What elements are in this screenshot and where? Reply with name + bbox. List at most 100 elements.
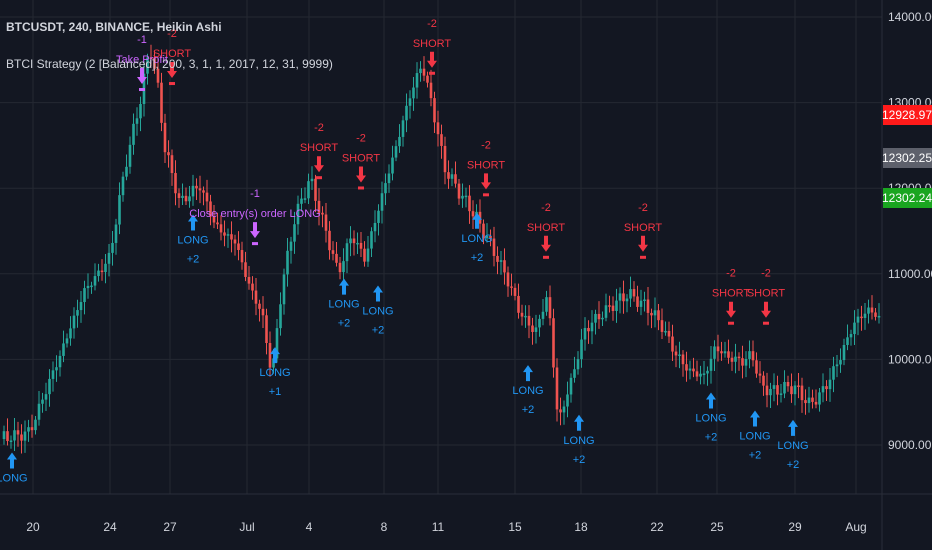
candle-body: [653, 310, 657, 316]
candle-body: [762, 375, 765, 386]
candle-body: [328, 230, 331, 251]
candle-body: [601, 317, 604, 320]
short-arrow-icon: [167, 62, 177, 79]
exit-marker: [358, 186, 364, 190]
candle-body: [41, 399, 44, 404]
x-tick-label: 8: [381, 520, 388, 534]
candle-body: [454, 174, 457, 184]
candle-body: [160, 82, 163, 123]
candle-body: [751, 351, 755, 361]
candle-body: [286, 250, 289, 275]
candle-body: [625, 298, 629, 302]
candle-body: [76, 310, 79, 316]
candle-body: [121, 176, 125, 196]
candle-body: [874, 312, 877, 317]
signal-label: SHORT: [624, 222, 663, 234]
candle-body: [716, 346, 720, 352]
candle-body: [702, 373, 706, 375]
candle-body: [650, 312, 653, 316]
candle-body: [300, 198, 303, 204]
candle-body: [97, 270, 100, 277]
x-tick-label: 11: [432, 520, 445, 534]
exit-marker: [139, 88, 145, 92]
price-axis[interactable]: 14000.0013000.0012000.0011000.0010000.00…: [888, 10, 932, 452]
candle-body: [681, 354, 685, 365]
candle-body: [860, 316, 863, 319]
strategy-title[interactable]: BTCI Strategy (2 [Balanced], 200, 3, 1, …: [6, 57, 333, 71]
trade-signals: LONG -1 Take Profit -2 SHORT LONG +2 -1 Close en…: [0, 18, 809, 485]
symbol-title[interactable]: BTCUSDT, 240, BINANCE, Heikin Ashi: [6, 20, 222, 34]
candle-body: [209, 201, 212, 217]
x-tick-label: 29: [788, 520, 802, 534]
long-label: +2: [705, 432, 718, 444]
candle-body: [352, 238, 356, 244]
candle-body: [93, 276, 97, 286]
candle-body: [69, 328, 72, 339]
candle-body: [195, 185, 198, 189]
candle-body: [818, 392, 821, 405]
candle-body: [282, 274, 286, 305]
signal-label: SHORT: [747, 288, 786, 300]
candle-body: [23, 431, 27, 441]
candle-body: [240, 250, 244, 263]
long-label: LONG: [362, 306, 393, 318]
candle-body: [412, 87, 415, 99]
candle-body: [527, 315, 531, 326]
candle-body: [506, 272, 510, 287]
short-arrow-icon: [427, 51, 437, 68]
candle-body: [685, 364, 688, 371]
long-label: +2: [749, 449, 762, 461]
signal-label: -2: [314, 122, 324, 134]
candle-body: [37, 403, 41, 420]
candle-body: [44, 394, 48, 400]
exit-marker: [316, 176, 322, 180]
exit-marker: [728, 321, 734, 325]
short-arrow-icon: [314, 156, 324, 173]
time-axis[interactable]: 20 24 27 Jul 4 8 11 15 18 22 25 29 Aug: [26, 520, 866, 534]
candle-body: [510, 286, 513, 288]
candle-body: [482, 223, 485, 239]
candle-body: [552, 318, 555, 368]
long-label: +2: [573, 454, 586, 466]
candle-body: [576, 359, 580, 370]
candle-body: [709, 358, 713, 371]
candle-body: [583, 327, 587, 340]
candle-body: [804, 400, 807, 404]
signal-label: -2: [541, 202, 551, 214]
candle-body: [828, 379, 832, 390]
candle-body: [419, 68, 422, 74]
candle-body: [198, 188, 202, 191]
x-tick-label: 22: [650, 520, 664, 534]
candle-body: [20, 434, 23, 441]
candle-body: [870, 307, 874, 313]
candle-body: [636, 296, 639, 307]
candle-body: [51, 370, 55, 379]
candle-body: [877, 315, 881, 318]
signal-label: -2: [427, 18, 437, 30]
x-tick-label: Jul: [239, 520, 254, 534]
x-tick-label: 24: [103, 520, 117, 534]
candle-body: [688, 368, 692, 371]
candle-body: [545, 297, 548, 312]
long-arrow-icon: [270, 347, 280, 364]
exit-marker: [169, 82, 175, 86]
x-tick-label: 18: [574, 520, 588, 534]
candle-body: [275, 328, 279, 359]
candle-body: [356, 242, 359, 245]
candle-body: [398, 136, 401, 147]
candle-body: [562, 406, 566, 413]
candle-body: [832, 366, 835, 380]
candle-body: [699, 373, 702, 377]
candle-body: [590, 322, 594, 332]
candle-body: [373, 222, 377, 232]
candle-body: [223, 232, 226, 236]
candle-body: [370, 231, 373, 249]
candle-body: [422, 68, 426, 76]
candle-body: [310, 178, 314, 182]
signal-label: SHORT: [153, 48, 192, 60]
exit-marker: [640, 255, 646, 259]
candle-body: [107, 252, 111, 264]
candle-body: [776, 385, 779, 395]
candle-body: [132, 123, 135, 145]
